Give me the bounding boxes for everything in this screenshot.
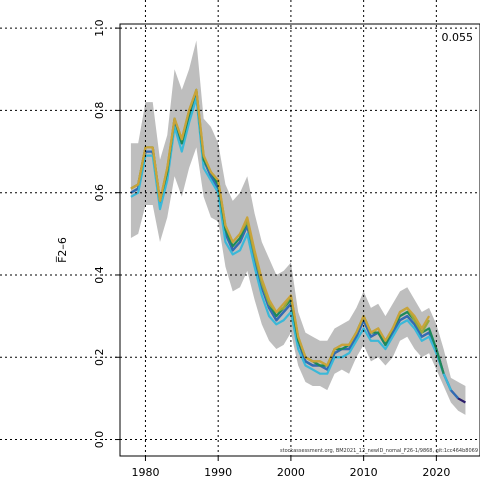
y-tick-label-0: 0.0: [93, 431, 106, 449]
confidence-band-layer: [130, 40, 466, 415]
x-tick-label-1: 1990: [204, 466, 232, 479]
corner-value-label: 0.055: [442, 31, 474, 44]
x-tick-label-0: 1980: [131, 466, 159, 479]
y-tick-label-2: 0.4: [93, 266, 106, 284]
y-tick-label-3: 0.6: [93, 184, 106, 202]
y-tick-label-1: 0.2: [93, 349, 106, 367]
x-tick-label-2: 2000: [277, 466, 305, 479]
axis-layer: 1980 1990 2000 2010 2020 0.0 0.2 0.4 0.6 0.8 1.0: [93, 19, 450, 479]
x-tick-label-3: 2010: [350, 466, 378, 479]
y-tick-label-4: 0.8: [93, 102, 106, 120]
confidence-band: [130, 40, 466, 415]
series-line-6: [130, 88, 431, 367]
y-tick-label-5: 1.0: [93, 19, 106, 37]
source-note: stockassessment.org, BM2021_12_newID_nom…: [280, 448, 478, 454]
x-tick-label-4: 2020: [422, 466, 450, 479]
y-axis-title: F̅2–6: [56, 237, 69, 263]
plot-frame: [119, 23, 480, 457]
grid-layer: [0, 0, 480, 456]
